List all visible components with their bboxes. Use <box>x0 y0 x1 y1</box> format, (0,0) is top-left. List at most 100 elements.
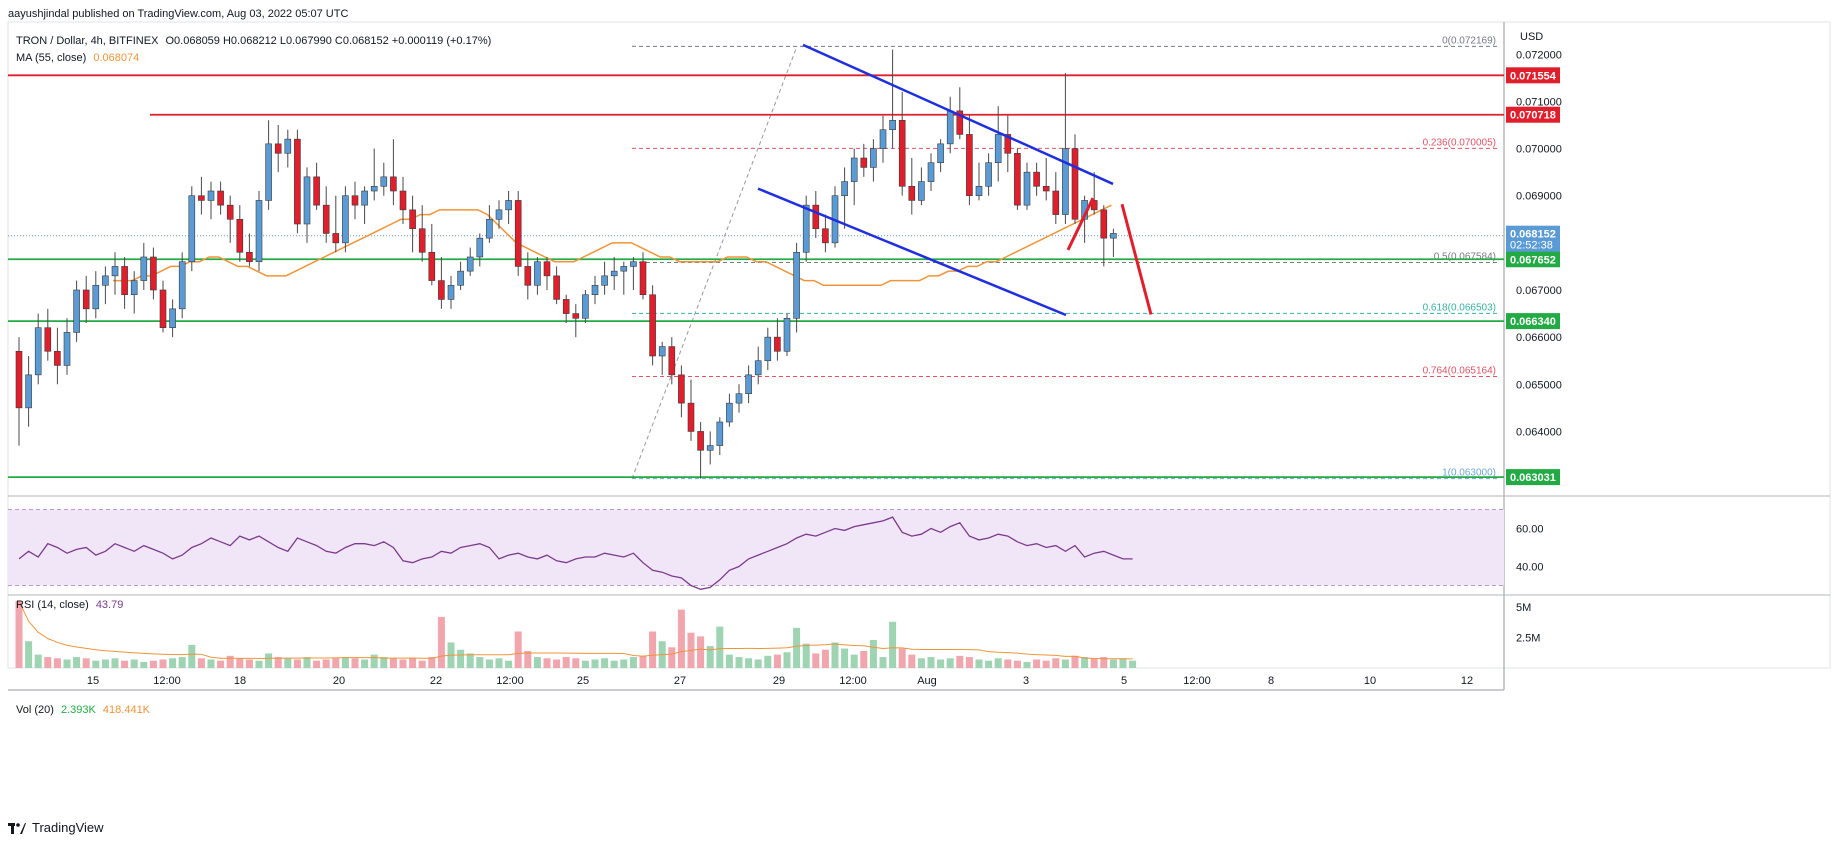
x-tick-label: 12:00 <box>153 675 181 687</box>
candle-body <box>774 336 781 352</box>
volume-bar <box>620 659 628 668</box>
candle-body <box>303 176 311 225</box>
volume-bar <box>773 654 781 668</box>
publish-header: aayushjindal published on TradingView.co… <box>8 8 348 20</box>
candle-body <box>591 284 599 296</box>
resistance-price-tag <box>1506 106 1560 123</box>
volume-bar <box>178 657 186 668</box>
candle-body <box>966 134 973 197</box>
candle-body <box>255 200 263 263</box>
volume-bar <box>610 660 618 668</box>
candle-body <box>572 313 580 319</box>
candle-body <box>668 346 676 376</box>
volume-bar <box>850 654 858 668</box>
candle-body <box>879 129 887 149</box>
volume-ma-line <box>18 600 1133 660</box>
volume-bar <box>649 631 657 668</box>
last-price-tag <box>1506 225 1560 252</box>
candle-body <box>918 181 925 201</box>
rsi-label: RSI (14, close) <box>16 599 89 611</box>
candle-body <box>697 431 704 451</box>
volume-bar <box>15 601 23 668</box>
candle-body <box>92 284 100 310</box>
fib-level-label: 0.764(0.065164) <box>1423 366 1496 377</box>
volume-bar <box>725 654 733 668</box>
candle-body <box>582 294 589 319</box>
volume-bar <box>956 655 964 668</box>
volume-bar <box>140 661 148 668</box>
volume-bar <box>293 659 301 668</box>
x-tick-label: 10 <box>1364 675 1376 687</box>
candle-body <box>207 190 215 201</box>
volume-bar <box>409 658 417 668</box>
candle-body <box>178 261 186 310</box>
volume-bar <box>745 658 753 668</box>
candle-body <box>735 393 743 404</box>
candle-body <box>466 256 474 272</box>
candle-body <box>985 162 992 187</box>
candle-body <box>370 185 378 192</box>
volume-bar <box>572 658 580 668</box>
resistance-price-label: 0.071554 <box>1510 70 1557 82</box>
candle-body <box>169 308 176 329</box>
volume-bar <box>188 644 196 668</box>
candle-body <box>82 289 90 310</box>
candle-body <box>1110 233 1117 239</box>
candle-body <box>34 327 42 376</box>
volume-bar <box>313 660 321 668</box>
candle-body <box>610 270 618 277</box>
volume-bar <box>322 659 330 668</box>
rsi-tick-label: 60.00 <box>1516 524 1544 536</box>
candle-body <box>534 261 541 286</box>
volume-bar <box>793 627 801 668</box>
y-tick-label: 0.065000 <box>1516 379 1562 391</box>
candle-body <box>274 143 282 154</box>
volume-bar <box>149 660 157 668</box>
support-price-tag <box>1506 251 1560 268</box>
candle-body <box>294 138 301 225</box>
volume-bar <box>1052 658 1060 668</box>
volume-bar <box>553 659 561 668</box>
volume-bar <box>812 653 820 668</box>
support-price-label: 0.067652 <box>1510 254 1556 266</box>
volume-bar <box>1004 659 1012 668</box>
volume-bar <box>111 658 119 668</box>
y-tick-label: 0.064000 <box>1516 426 1562 438</box>
candle-body <box>927 162 935 182</box>
candle-body <box>380 176 388 187</box>
x-tick-label: 12:00 <box>1183 675 1211 687</box>
support-price-label: 0.066340 <box>1510 316 1556 328</box>
rsi-legend: RSI (14, close) 43.79 <box>16 599 123 611</box>
volume-bar <box>428 657 436 668</box>
volume-bar <box>764 655 772 668</box>
volume-bar <box>476 657 484 668</box>
volume-bar <box>389 658 397 668</box>
fib-level-label: 1(0.063000) <box>1442 468 1496 479</box>
candle-body <box>399 190 407 211</box>
x-tick-label: 29 <box>773 675 785 687</box>
candles <box>15 49 1117 479</box>
x-tick-label: 22 <box>430 675 442 687</box>
candle-body <box>1042 185 1050 192</box>
candle-body <box>1033 171 1040 187</box>
volume-bar <box>1119 658 1127 668</box>
volume-bar <box>457 649 465 668</box>
x-tick-label: 12:00 <box>839 675 867 687</box>
y-tick-label: 0.067000 <box>1516 285 1562 297</box>
volume-bar <box>1109 659 1117 668</box>
candle-body <box>111 266 119 277</box>
candle-body <box>850 157 858 182</box>
y-tick-label: 0.070000 <box>1516 144 1562 156</box>
tradingview-logo[interactable]: TradingView <box>8 820 104 835</box>
candle-body <box>908 185 916 201</box>
volume-bar <box>869 640 877 668</box>
volume-bar <box>860 650 868 668</box>
candle-body <box>946 110 954 145</box>
axis-currency-label: USD <box>1520 31 1543 43</box>
candle-body <box>802 204 810 253</box>
volume-value-2: 418.441K <box>102 704 151 716</box>
channel-lower-line <box>757 187 1067 317</box>
volume-bar <box>399 659 407 668</box>
candle-body <box>457 270 464 286</box>
